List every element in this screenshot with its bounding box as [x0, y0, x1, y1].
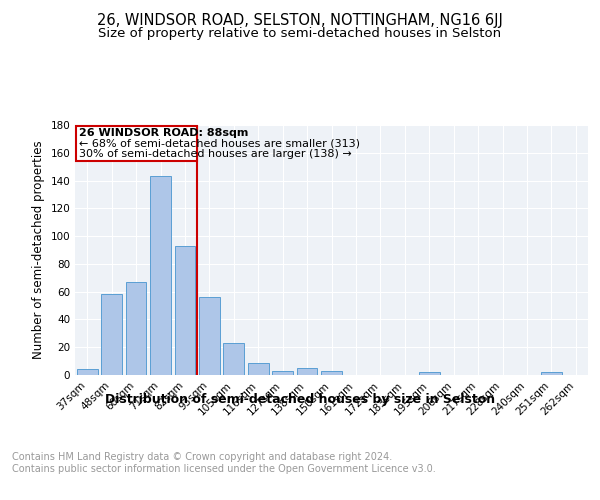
Bar — [541, 372, 562, 375]
Y-axis label: Number of semi-detached properties: Number of semi-detached properties — [32, 140, 45, 360]
Text: 26 WINDSOR ROAD: 88sqm: 26 WINDSOR ROAD: 88sqm — [79, 128, 248, 138]
FancyBboxPatch shape — [76, 126, 197, 161]
Text: 30% of semi-detached houses are larger (138) →: 30% of semi-detached houses are larger (… — [79, 150, 352, 160]
Bar — [77, 370, 98, 375]
Text: Size of property relative to semi-detached houses in Selston: Size of property relative to semi-detach… — [98, 28, 502, 40]
Bar — [272, 371, 293, 375]
Bar — [175, 246, 196, 375]
Bar — [150, 176, 171, 375]
Bar — [296, 368, 317, 375]
Bar — [101, 294, 122, 375]
Bar — [125, 282, 146, 375]
Bar — [199, 297, 220, 375]
Bar — [223, 343, 244, 375]
Bar — [248, 362, 269, 375]
Text: Contains HM Land Registry data © Crown copyright and database right 2024.
Contai: Contains HM Land Registry data © Crown c… — [12, 452, 436, 474]
Bar — [321, 371, 342, 375]
Text: Distribution of semi-detached houses by size in Selston: Distribution of semi-detached houses by … — [105, 392, 495, 406]
Text: ← 68% of semi-detached houses are smaller (313): ← 68% of semi-detached houses are smalle… — [79, 139, 360, 149]
Text: 26, WINDSOR ROAD, SELSTON, NOTTINGHAM, NG16 6JJ: 26, WINDSOR ROAD, SELSTON, NOTTINGHAM, N… — [97, 12, 503, 28]
Bar — [419, 372, 440, 375]
